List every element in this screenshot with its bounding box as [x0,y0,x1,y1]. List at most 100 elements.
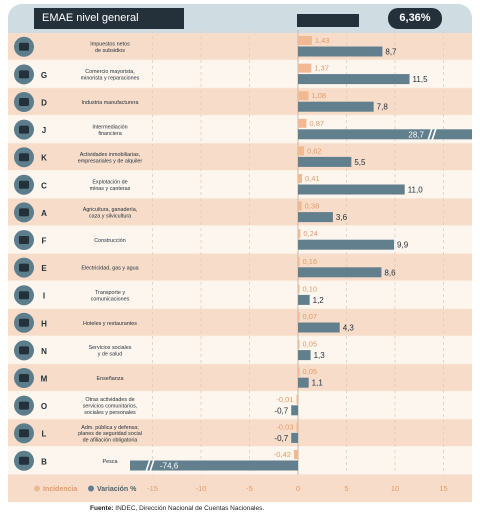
variacion-label: 3,6 [336,213,348,222]
variacion-label: 11,0 [408,186,424,195]
incidencia-bar [298,229,301,239]
category-letter: E [41,264,47,273]
category-label: Industria manufacturera [82,100,139,106]
axis-break-mark [427,128,433,141]
transport-icon-glyph [19,291,29,300]
source-note: Fuente: INDEC, Dirección Nacional de Cue… [90,505,264,512]
hotel-icon-glyph [19,318,29,327]
row-stripe [8,281,472,308]
variacion-label: 1,1 [312,379,324,388]
variacion-label: 5,5 [354,158,366,167]
total-badge: 6,36% [388,8,442,29]
category-letter: B [41,457,47,466]
x-tick-label: -15 [147,484,158,493]
row-stripe [8,391,472,419]
incidencia-label: -0,01 [276,395,293,404]
incidencia-bar [296,422,298,432]
category-label: Adm. pública y defensa; planes de segurid… [78,425,142,444]
incidencia-bar [298,91,309,101]
category-letter: N [41,347,47,356]
row-stripe [8,33,472,60]
gear-icon-glyph [19,98,29,106]
row-stripe [8,143,472,170]
category-letter: C [41,181,47,190]
category-label: Electricidad, gas y agua [81,266,138,272]
x-tick-label: -5 [246,484,253,493]
category-letter: A [41,209,47,218]
category-label: Impuestos netos de subsidios [90,42,130,54]
variacion-bar [298,294,310,305]
variacion-bar [291,405,298,416]
legend-incidencia: Incidencia [43,486,77,493]
row-stripe [8,88,472,115]
variacion-bar [130,460,298,471]
legend-swatch-incidencia [34,485,40,492]
bank-icon-glyph [19,125,29,134]
incidencia-label: 1,43 [315,36,330,45]
farm-icon-glyph [19,208,29,217]
category-label: Intermediación financiera [92,124,127,136]
axis-break-mark [145,459,151,472]
variacion-label: 7,8 [377,103,389,112]
incidencia-bar [298,146,305,156]
incidencia-label: 1,37 [314,64,329,73]
x-tick-label: 10 [391,484,399,493]
category-label: Agricultura, ganadería, caza y silvicultu… [83,207,138,219]
footer-band [8,474,472,502]
category-letter: M [41,375,48,384]
variacion-label: -0,7 [274,406,288,415]
incidencia-label: 0,87 [309,119,324,128]
utility-icon-glyph [19,263,29,272]
variacion-bar [298,129,472,140]
education-icon-glyph [19,374,29,382]
incidencia-label: 0,62 [307,146,322,155]
source-label: Fuente: [90,505,114,512]
total-bar [297,14,359,27]
category-label: Transporte y comunicaciones [91,290,130,302]
incidencia-label: 0,41 [305,174,320,183]
variacion-bar [298,156,352,167]
x-tick-label: 0 [296,484,300,493]
incidencia-bar [298,312,300,321]
variacion-label: 8,7 [385,48,397,57]
community-icon-glyph [19,401,29,410]
category-letter: J [42,126,46,135]
x-tick-label: 15 [439,484,447,493]
incidencia-label: -0,42 [274,450,291,459]
variacion-bar [298,267,382,278]
incidencia-label: 1,08 [311,91,326,100]
variacion-label: 1,2 [313,296,325,305]
incidencia-bar [296,394,298,404]
incidencia-bar [298,256,300,266]
category-letter: I [43,292,45,301]
row-stripe [8,198,472,226]
variacion-bar [298,101,374,112]
x-tick-label: -10 [196,484,207,493]
variacion-bar [298,350,311,361]
incidencia-bar [298,174,302,183]
incidencia-label: 0,05 [303,367,318,376]
variacion-label: 4,3 [343,324,355,333]
variacion-label: 8,6 [384,268,396,277]
variacion-bar [298,322,340,333]
health-icon-glyph [19,346,29,355]
category-label: Pesca [103,459,118,465]
category-letter: H [41,319,47,328]
variacion-bar [298,46,383,57]
incidencia-bar [298,118,307,128]
incidencia-bar [298,339,300,349]
tax-icon-glyph [19,42,29,51]
variacion-label: 1,3 [314,351,326,360]
fishing-icon-glyph [19,456,29,465]
category-label: Hoteles y restaurantes [83,321,137,327]
incidencia-label: 0,16 [303,257,318,266]
incidencia-label: 0,24 [303,229,318,238]
variacion-label: 9,9 [397,241,409,250]
category-letter: G [41,71,47,80]
incidencia-bar [298,284,300,294]
variacion-bar [291,432,298,443]
row-stripe [8,336,472,364]
legend-variacion: Variación % [97,486,137,493]
incidencia-bar [293,450,298,459]
category-letter: O [41,402,47,411]
